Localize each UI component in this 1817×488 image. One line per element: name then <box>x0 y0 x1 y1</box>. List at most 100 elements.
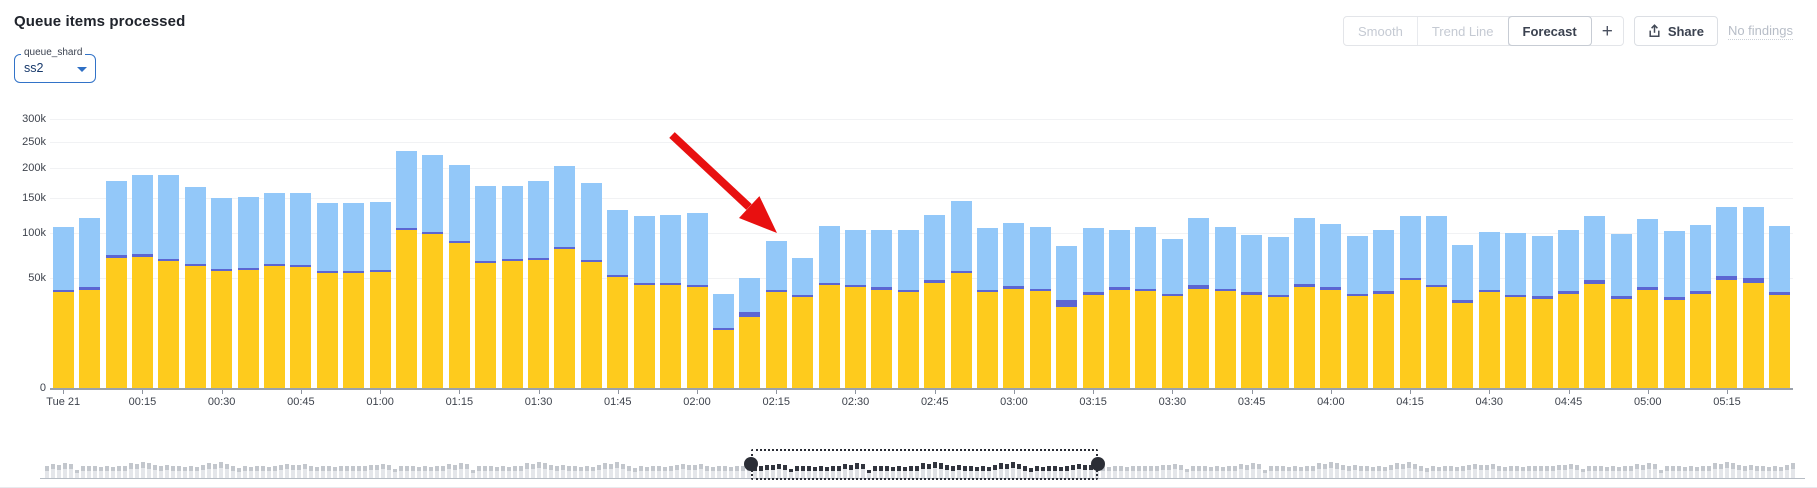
chart-bar[interactable] <box>1373 293 1395 388</box>
chart-bar[interactable] <box>237 267 259 270</box>
chart-bar[interactable] <box>79 217 101 288</box>
chart-bar[interactable] <box>1082 294 1104 388</box>
chart-bar[interactable] <box>448 243 470 388</box>
chart-bar[interactable] <box>1478 289 1500 293</box>
chart-bar[interactable] <box>1241 235 1263 293</box>
chart-bar[interactable] <box>1452 300 1474 303</box>
chart-bar[interactable] <box>369 202 391 270</box>
chart-bar[interactable] <box>554 249 576 388</box>
chart-bar[interactable] <box>79 287 101 290</box>
chart-bar[interactable] <box>1425 287 1447 388</box>
chart-bar[interactable] <box>818 225 840 283</box>
chart-bar[interactable] <box>105 255 127 259</box>
chart-bar[interactable] <box>396 150 418 229</box>
chart-bar[interactable] <box>1003 286 1025 289</box>
chart-bar[interactable] <box>237 196 259 268</box>
chart-bar[interactable] <box>1690 291 1712 294</box>
chart-bar[interactable] <box>1769 292 1791 295</box>
chart-bar[interactable] <box>1135 288 1157 291</box>
chart-bar[interactable] <box>950 200 972 271</box>
chart-bar[interactable] <box>1346 293 1368 297</box>
chart-bar[interactable] <box>871 289 893 388</box>
minimap-left-handle[interactable] <box>743 457 758 471</box>
chart-bar[interactable] <box>184 265 206 388</box>
chart-bar[interactable] <box>1241 292 1263 295</box>
chart-bar[interactable] <box>607 277 629 388</box>
chart-bar[interactable] <box>686 287 708 388</box>
chart-bar[interactable] <box>1161 239 1183 294</box>
chart-bar[interactable] <box>1452 302 1474 388</box>
chart-bar[interactable] <box>1003 222 1025 287</box>
chart-bar[interactable] <box>1742 206 1764 279</box>
chart-bar[interactable] <box>686 284 708 288</box>
add-mode-button[interactable]: + <box>1591 17 1623 45</box>
smooth-button[interactable]: Smooth <box>1344 17 1418 45</box>
chart-bar[interactable] <box>897 230 919 290</box>
chart-bar[interactable] <box>844 284 866 288</box>
chart-bar[interactable] <box>712 327 734 330</box>
chart-bar[interactable] <box>475 185 497 261</box>
chart-bar[interactable] <box>977 292 999 388</box>
chart-bar[interactable] <box>580 182 602 260</box>
chart-bar[interactable] <box>316 272 338 388</box>
chart-bar[interactable] <box>897 292 919 388</box>
chart-bar[interactable] <box>1109 289 1131 388</box>
chart-bar[interactable] <box>422 155 444 232</box>
chart-bar[interactable] <box>1320 289 1342 388</box>
chart-bar[interactable] <box>633 284 655 388</box>
chart-bar[interactable] <box>660 282 682 285</box>
chart-bar[interactable] <box>580 259 602 262</box>
chart-bar[interactable] <box>1399 280 1421 388</box>
chart-bar[interactable] <box>1082 292 1104 295</box>
chart-bar[interactable] <box>1742 282 1764 388</box>
chart-bar[interactable] <box>131 254 153 258</box>
chart-bar[interactable] <box>844 287 866 388</box>
chart-bar[interactable] <box>1399 278 1421 281</box>
chart-bar[interactable] <box>1346 235 1368 294</box>
chart-bar[interactable] <box>712 293 734 328</box>
chart-bar[interactable] <box>1267 297 1289 388</box>
chart-bar[interactable] <box>1478 231 1500 290</box>
chart-bar[interactable] <box>686 212 708 285</box>
chart-bar[interactable] <box>1346 296 1368 388</box>
chart-bar[interactable] <box>950 270 972 273</box>
chart-bar[interactable] <box>844 230 866 285</box>
chart-bar[interactable] <box>184 187 206 264</box>
chart-bar[interactable] <box>52 289 74 293</box>
chart-bar[interactable] <box>369 271 391 388</box>
chart-bar[interactable] <box>792 258 814 295</box>
chart-bar[interactable] <box>1161 293 1183 297</box>
chart-bar[interactable] <box>1584 283 1606 388</box>
chart-bar[interactable] <box>871 287 893 290</box>
chart-bar[interactable] <box>290 266 312 388</box>
chart-bar[interactable] <box>765 289 787 293</box>
chart-bar[interactable] <box>818 284 840 388</box>
chart-bar[interactable] <box>79 289 101 388</box>
chart-bar[interactable] <box>1188 217 1210 285</box>
chart-bar[interactable] <box>765 240 787 290</box>
chart-bar[interactable] <box>924 282 946 388</box>
chart-bar[interactable] <box>1320 287 1342 290</box>
chart-bar[interactable] <box>1056 307 1078 388</box>
chart-bar[interactable] <box>396 228 418 231</box>
chart-bar[interactable] <box>316 202 338 271</box>
trend-line-button[interactable]: Trend Line <box>1417 17 1509 45</box>
chart-bar[interactable] <box>1637 289 1659 388</box>
chart-bar[interactable] <box>158 258 180 261</box>
chart-bar[interactable] <box>871 230 893 288</box>
chart-bar[interactable] <box>739 278 761 312</box>
chart-bar[interactable] <box>1029 291 1051 388</box>
chart-bar[interactable] <box>1003 288 1025 388</box>
forecast-button[interactable]: Forecast <box>1507 16 1592 46</box>
chart-bar[interactable] <box>1531 298 1553 388</box>
minimap-right-handle[interactable] <box>1091 457 1105 471</box>
chart-bar[interactable] <box>316 270 338 273</box>
chart-bar[interactable] <box>1267 294 1289 298</box>
chart-bar[interactable] <box>1584 216 1606 281</box>
chart-bar[interactable] <box>1135 291 1157 388</box>
chart-bar[interactable] <box>1637 287 1659 290</box>
chart-bar[interactable] <box>554 246 576 250</box>
chart-bar[interactable] <box>1425 284 1447 288</box>
chart-bar[interactable] <box>184 263 206 266</box>
chart-bar[interactable] <box>158 175 180 259</box>
